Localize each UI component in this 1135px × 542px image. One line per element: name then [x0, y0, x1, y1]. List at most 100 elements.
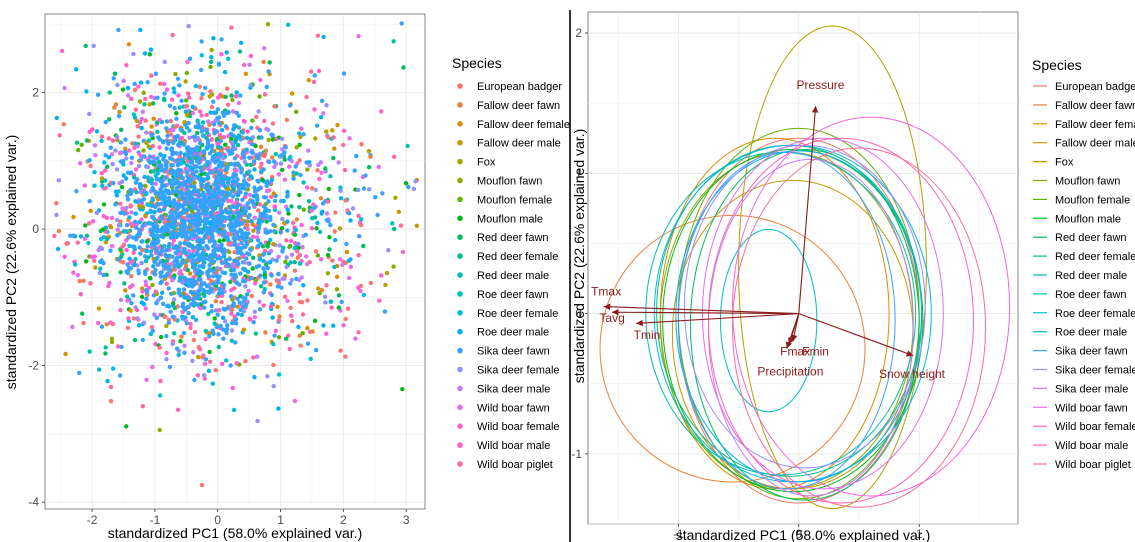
- data-point: [303, 232, 308, 237]
- data-point: [229, 25, 234, 30]
- data-point: [243, 71, 249, 77]
- data-point: [162, 91, 167, 96]
- data-point: [88, 208, 93, 213]
- legend-key: [457, 177, 463, 184]
- data-point: [219, 248, 225, 254]
- data-point: [59, 48, 65, 54]
- data-point: [391, 39, 396, 44]
- data-point: [152, 220, 158, 226]
- data-point: [313, 215, 318, 220]
- data-point: [134, 307, 140, 313]
- data-point: [248, 174, 253, 179]
- data-point: [256, 187, 261, 192]
- data-point: [296, 245, 301, 251]
- data-point: [225, 235, 230, 240]
- data-point: [159, 248, 165, 253]
- data-point: [120, 179, 125, 184]
- data-point: [179, 98, 184, 104]
- data-point: [411, 186, 417, 191]
- data-point: [384, 270, 390, 276]
- data-point: [297, 142, 302, 147]
- data-point: [161, 156, 166, 162]
- variable-label: Fmin: [802, 345, 829, 359]
- data-point: [162, 81, 167, 87]
- data-point: [80, 311, 85, 316]
- data-point: [100, 183, 105, 188]
- data-point: [155, 129, 160, 134]
- data-point: [254, 193, 260, 198]
- data-point: [195, 217, 201, 222]
- data-point: [153, 173, 159, 178]
- data-point: [183, 98, 189, 103]
- data-point: [261, 204, 267, 209]
- data-point: [244, 135, 250, 141]
- data-point: [162, 97, 167, 103]
- data-point: [252, 167, 257, 172]
- data-point: [348, 264, 354, 269]
- data-point: [169, 146, 175, 151]
- data-point: [238, 40, 244, 45]
- data-point: [128, 170, 134, 175]
- data-point: [133, 167, 139, 172]
- data-point: [184, 321, 190, 326]
- data-point: [141, 148, 146, 153]
- data-point: [196, 121, 201, 126]
- data-point: [377, 298, 382, 303]
- biplot-x-axis-label: standardized PC1 (58.0% explained var.): [676, 527, 930, 542]
- data-point: [225, 86, 230, 91]
- data-point: [99, 176, 105, 181]
- data-point: [406, 184, 411, 190]
- data-point: [190, 209, 195, 214]
- data-point: [252, 375, 257, 380]
- data-point: [325, 271, 331, 276]
- data-point: [108, 384, 114, 390]
- data-point: [220, 270, 225, 275]
- data-point: [259, 284, 264, 289]
- data-point: [179, 190, 185, 196]
- data-point: [173, 216, 178, 221]
- data-point: [143, 279, 148, 284]
- data-point: [325, 252, 331, 258]
- data-point: [164, 87, 170, 92]
- data-point: [295, 249, 300, 254]
- data-point: [293, 241, 298, 246]
- data-point: [192, 281, 197, 287]
- data-point: [194, 244, 200, 249]
- data-point: [159, 334, 164, 340]
- data-point: [74, 140, 80, 145]
- legend-label: Wild boar fawn: [1055, 402, 1128, 414]
- data-point: [185, 267, 190, 273]
- data-point: [193, 124, 198, 129]
- data-point: [188, 321, 193, 327]
- data-point: [107, 90, 113, 95]
- data-point: [203, 85, 208, 91]
- data-point: [141, 90, 146, 96]
- data-point: [161, 207, 167, 212]
- data-point: [238, 271, 243, 276]
- data-point: [229, 311, 234, 316]
- data-point: [204, 289, 210, 294]
- data-point: [245, 269, 251, 275]
- data-point: [266, 137, 271, 143]
- data-point: [261, 266, 266, 271]
- data-point: [361, 186, 367, 191]
- data-point: [112, 71, 118, 76]
- data-point: [139, 294, 145, 300]
- data-point: [92, 258, 97, 263]
- data-point: [111, 76, 116, 81]
- data-point: [297, 205, 302, 210]
- data-point: [163, 202, 168, 208]
- data-point: [245, 226, 250, 232]
- scatter-panel: -2 -1 0 1 2 3 -4 -2 0 2 standardized PC1 (58.0% e…: [3, 13, 570, 541]
- legend-key: [457, 253, 463, 259]
- data-point: [283, 145, 288, 150]
- data-point: [196, 345, 201, 350]
- data-point: [300, 244, 305, 250]
- data-point: [317, 176, 322, 182]
- data-point: [152, 271, 157, 276]
- data-point: [292, 398, 298, 404]
- data-point: [137, 99, 143, 104]
- data-point: [359, 142, 364, 147]
- data-point: [129, 160, 134, 166]
- data-point: [246, 288, 251, 294]
